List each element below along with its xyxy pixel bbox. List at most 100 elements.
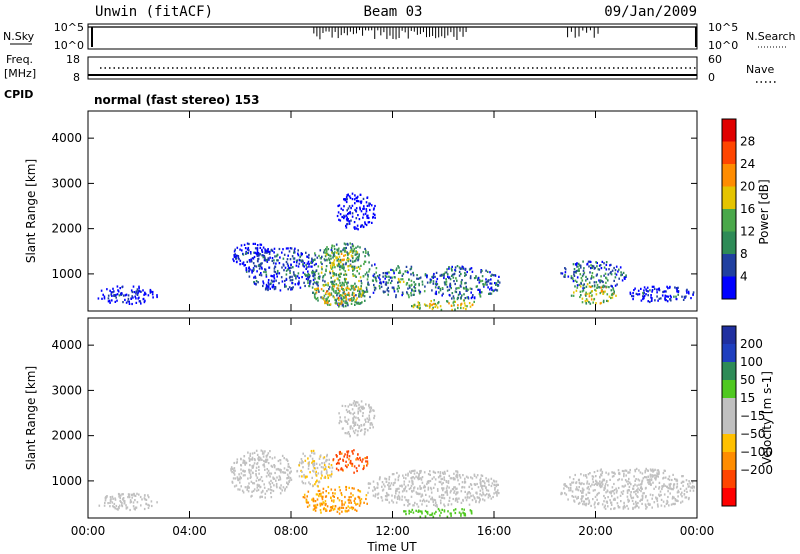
power-cell: [330, 247, 333, 250]
velocity-cell: [263, 486, 266, 489]
velocity-cell: [133, 493, 135, 496]
power-cell: [602, 292, 604, 295]
velocity-cell: [421, 476, 424, 479]
velocity-cell: [365, 420, 367, 423]
power-cell: [258, 273, 261, 276]
power-cell: [297, 254, 300, 257]
power-cell: [313, 273, 316, 276]
velocity-cell: [353, 471, 355, 474]
power-cell: [272, 283, 275, 286]
power-cell: [348, 258, 350, 261]
power-cell: [315, 262, 317, 266]
power-cell: [355, 207, 358, 210]
power-cell: [295, 277, 297, 280]
nave-tick-bottom: 0: [708, 71, 715, 84]
velocity-cell: [423, 471, 426, 474]
velocity-cell: [582, 491, 584, 494]
velocity-cell: [412, 489, 415, 492]
power-cell: [256, 260, 259, 263]
velocity-cell: [355, 404, 358, 407]
velocity-cell: [442, 489, 444, 492]
velocity-cell: [496, 494, 498, 497]
power-cell: [350, 302, 353, 305]
velocity-cell: [242, 491, 245, 494]
velocity-cell: [468, 485, 470, 488]
power-cell: [658, 289, 661, 292]
power-cell: [256, 250, 259, 253]
power-cell: [442, 292, 444, 295]
power-cell: [667, 287, 669, 290]
velocity-cell: [372, 480, 375, 483]
velocity-cell: [567, 498, 569, 501]
velocity-cell: [230, 467, 232, 470]
power-cell: [135, 301, 138, 304]
velocity-cell: [456, 500, 459, 503]
velocity-cell: [623, 473, 625, 476]
power-cell: [380, 282, 382, 285]
velocity-cell: [657, 505, 659, 508]
velocity-cell: [365, 403, 367, 406]
velocity-cell: [456, 475, 458, 478]
velocity-cell: [234, 477, 237, 480]
velocity-cell: [432, 470, 435, 473]
power-cell: [431, 307, 434, 311]
power-cell: [369, 208, 371, 212]
velocity-cell: [628, 471, 631, 474]
velocity-cell: [425, 493, 427, 496]
velocity-cell: [475, 476, 478, 479]
power-cell: [428, 306, 431, 309]
velocity-cell: [352, 452, 354, 455]
power-cell: [134, 295, 136, 298]
power-cell: [656, 291, 658, 294]
velocity-cell: [567, 486, 570, 490]
velocity-cell: [126, 506, 129, 509]
power-cell: [289, 275, 291, 278]
velocity-cell: [693, 486, 695, 489]
velocity-cell: [109, 505, 111, 508]
velocity-cell: [253, 488, 256, 491]
velocity-cell: [455, 487, 457, 491]
velocity-cell: [104, 501, 106, 504]
power-cell: [338, 279, 341, 282]
velocity-cell: [637, 487, 639, 490]
power-cell: [418, 282, 420, 286]
velocity-cell: [682, 484, 684, 487]
velocity-cell: [337, 469, 340, 472]
velocity-cell: [269, 483, 271, 486]
power-cell: [366, 278, 369, 281]
velocity-cell: [353, 411, 356, 414]
power-cell: [338, 290, 341, 293]
velocity-cell: [442, 494, 445, 497]
velocity-cell: [251, 494, 253, 497]
power-cell: [487, 286, 489, 289]
power-cell: [143, 293, 145, 296]
power-cell: [438, 291, 440, 294]
velocity-cell: [571, 490, 574, 493]
power-cell: [360, 302, 362, 305]
velocity-cell: [674, 499, 677, 502]
power-cell: [343, 297, 345, 300]
velocity-cell: [300, 469, 302, 472]
velocity-cell: [105, 495, 108, 499]
velocity-cell: [587, 473, 590, 476]
power-cell: [605, 281, 607, 284]
velocity-cell: [279, 487, 282, 490]
power-cell: [357, 302, 359, 305]
velocity-cell: [591, 475, 594, 478]
power-cell: [343, 198, 345, 201]
velocity-cell: [347, 450, 350, 453]
power-cell: [255, 252, 258, 255]
velocity-cell: [296, 470, 298, 473]
velocity-colorbar-frame: [721, 325, 737, 507]
power-cell: [307, 281, 309, 284]
velocity-cell: [454, 508, 457, 511]
velocity-cell: [356, 469, 358, 473]
velocity-cell: [576, 497, 578, 500]
velocity-cell: [339, 457, 341, 460]
velocity-cell: [351, 450, 353, 453]
power-cell: [316, 283, 318, 286]
power-cell: [121, 286, 123, 289]
velocity-cell: [156, 501, 158, 504]
velocity-cell: [596, 469, 599, 472]
